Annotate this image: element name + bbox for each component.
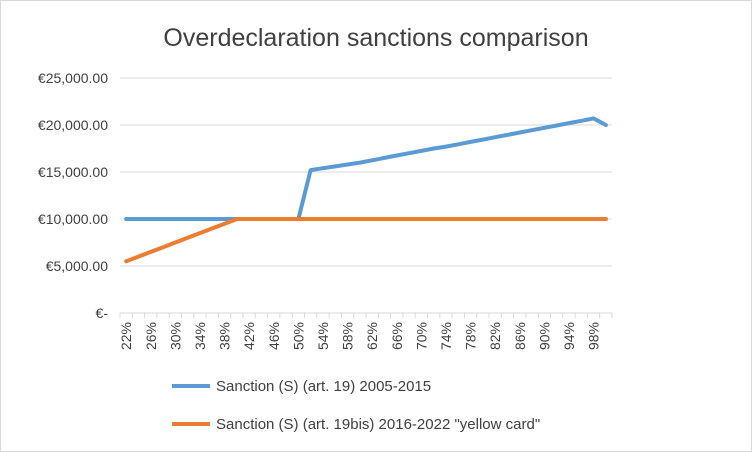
- x-tick-label: 74%: [438, 322, 454, 350]
- x-tick-labels: 22% 26% 30% 34% 38% 42% 46% 50% 54% 58% 62% 66% 70% 7…: [118, 322, 601, 350]
- x-tick-label: 94%: [561, 322, 577, 350]
- x-tick-label: 70%: [413, 322, 429, 350]
- y-tick-label: €20,000.00: [38, 117, 108, 133]
- series-line-1: [124, 116, 608, 221]
- x-tick-label: 78%: [463, 322, 479, 350]
- x-tick-label: 58%: [340, 322, 356, 350]
- axes: [119, 312, 613, 318]
- x-tick-label: 34%: [192, 322, 208, 350]
- x-tick-label: 38%: [217, 322, 233, 350]
- x-tick-label: 86%: [512, 322, 528, 350]
- x-tick-label: 42%: [241, 322, 257, 350]
- x-tick-label: 66%: [389, 322, 405, 350]
- y-tick-label: €5,000.00: [46, 258, 108, 274]
- legend: Sanction (S) (art. 19) 2005-2015 Sanction…: [172, 378, 540, 433]
- grid-lines: [120, 77, 612, 267]
- x-tick-label: 22%: [118, 322, 134, 350]
- y-tick-label: €10,000.00: [38, 211, 108, 227]
- legend-label-1: Sanction (S) (art. 19) 2005-2015: [216, 378, 431, 395]
- x-tick-label: 50%: [290, 322, 306, 350]
- chart-title: Overdeclaration sanctions comparison: [163, 24, 589, 52]
- x-tick-label: 62%: [364, 322, 380, 350]
- x-tick-label: 46%: [266, 322, 282, 350]
- y-tick-label: €15,000.00: [38, 164, 108, 180]
- x-tick-label: 90%: [536, 322, 552, 350]
- x-tick-label: 30%: [167, 322, 183, 350]
- legend-label-2: Sanction (S) (art. 19bis) 2016-2022 "yel…: [216, 416, 540, 433]
- x-tick-label: 26%: [143, 322, 159, 350]
- y-tick-labels: €- €5,000.00 €10,000.00 €15,000.00 €20,000.0…: [38, 70, 108, 321]
- series-lines: [124, 116, 608, 264]
- x-tick-label: 98%: [586, 322, 602, 350]
- series-line-2: [124, 217, 608, 264]
- y-tick-label: €-: [96, 305, 109, 321]
- y-tick-label: €25,000.00: [38, 70, 108, 86]
- x-tick-label: 82%: [487, 322, 503, 350]
- x-tick-label: 54%: [315, 322, 331, 350]
